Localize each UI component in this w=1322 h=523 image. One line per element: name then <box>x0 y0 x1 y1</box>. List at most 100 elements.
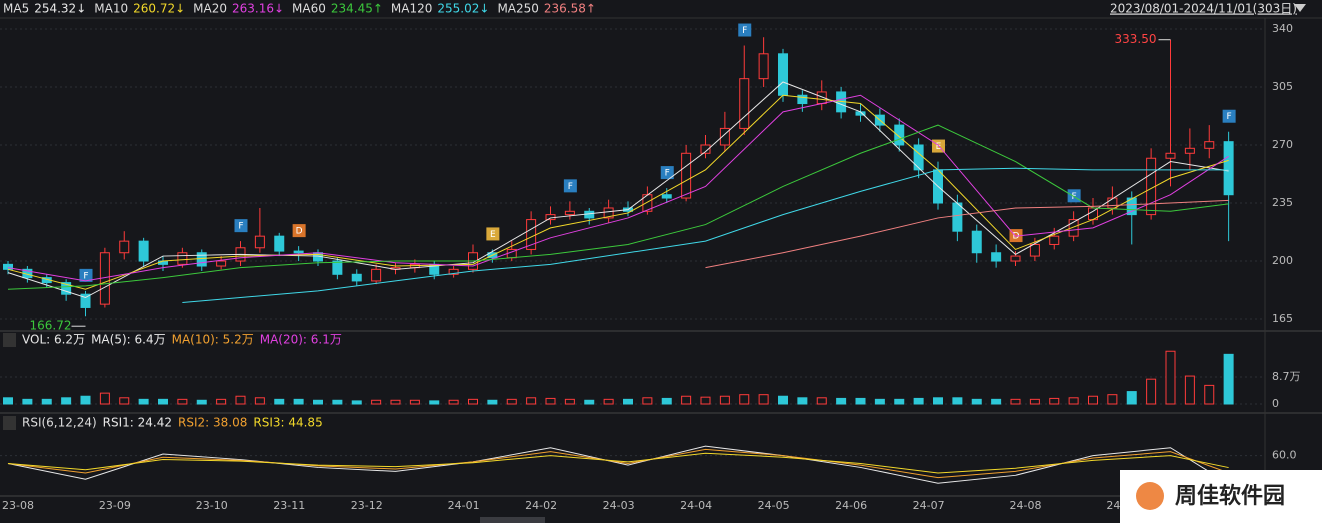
legend-name: MA250 <box>497 2 538 16</box>
candle-body <box>216 260 227 267</box>
candle-body <box>177 252 188 265</box>
candle-body <box>1068 219 1079 237</box>
volume-bar <box>313 399 323 405</box>
volume-bar <box>1184 375 1195 405</box>
volume-bar <box>758 394 769 405</box>
volume-bar <box>681 395 692 405</box>
volume-bar <box>293 398 304 405</box>
signal-label: D <box>296 227 303 237</box>
candle-body <box>700 144 711 154</box>
volume-bar <box>584 399 595 405</box>
candle-body <box>758 53 769 80</box>
signal-label: F <box>665 169 670 179</box>
x-tick-label: 24-05 <box>758 499 790 512</box>
y-tick-label: 165 <box>1272 312 1293 325</box>
volume-bar <box>61 397 72 405</box>
line <box>7 124 1229 290</box>
volume-bar <box>41 398 52 405</box>
volume-bar <box>719 395 730 405</box>
volume-bar <box>99 392 110 405</box>
volume-bar <box>429 400 440 405</box>
x-tick-label: 23-11 <box>273 499 305 512</box>
volume-bar <box>1107 394 1118 405</box>
candle-body <box>1165 152 1176 159</box>
volume-bar <box>1223 353 1234 405</box>
help-button[interactable] <box>3 416 16 430</box>
volume-bar <box>564 398 575 405</box>
legend-value: 263.16↓ <box>232 2 284 16</box>
volume-bar <box>952 397 963 405</box>
signal-label: F <box>238 222 243 232</box>
candle-body <box>603 207 614 219</box>
signal-label: F <box>568 182 573 192</box>
x-tick-label: 24-04 <box>680 499 712 512</box>
candle-body <box>1126 197 1137 216</box>
x-tick-label: 23-09 <box>99 499 131 512</box>
volume-bar <box>894 398 905 405</box>
legend-value: 254.32↓ <box>34 2 86 16</box>
legend-label: VOL: 6.2万 <box>22 333 85 347</box>
volume-bar <box>797 397 808 405</box>
candle-body <box>971 230 982 254</box>
volume-bar <box>545 397 556 405</box>
x-tick-label: 24-06 <box>835 499 867 512</box>
x-tick-label: 24-02 <box>525 499 557 512</box>
legend-value: 260.72↓ <box>133 2 185 16</box>
y-tick-label: 60.0 <box>1272 449 1297 462</box>
legend-name: MA60 <box>292 2 326 16</box>
volume-bar <box>119 397 130 405</box>
dropdown[interactable] <box>1294 4 1306 12</box>
volume-bar <box>836 397 847 405</box>
scrollbar[interactable] <box>480 517 545 523</box>
x-tick-label: 23-12 <box>351 499 383 512</box>
volume-bar <box>448 399 459 405</box>
volume-bar <box>487 399 498 405</box>
legend-name: MA20 <box>193 2 227 16</box>
volume-bar <box>177 398 188 405</box>
volume-bar <box>1049 397 1060 405</box>
signal-badge <box>738 23 752 37</box>
watermark-logo <box>1136 482 1164 510</box>
y-tick-label: 270 <box>1272 138 1293 151</box>
volume-bar <box>409 399 420 405</box>
signal-label: F <box>742 26 747 36</box>
candle-body <box>3 263 13 270</box>
candle-body <box>119 240 130 254</box>
candle-body <box>1010 255 1021 262</box>
volume-bar <box>1165 350 1176 405</box>
volume-bar <box>991 398 1002 405</box>
candle-body <box>274 235 285 252</box>
candle-body <box>564 210 575 216</box>
legend-value: 234.45↑ <box>331 2 383 16</box>
y-tick-label: 8.7万 <box>1272 370 1301 383</box>
candle-body <box>778 53 788 96</box>
volume-bar <box>468 398 478 405</box>
candle-body <box>797 94 808 105</box>
candle-body <box>681 152 692 199</box>
volume-bar <box>1029 398 1040 405</box>
volume-bar <box>1010 398 1021 405</box>
signal-badge <box>660 166 674 180</box>
candle-body <box>894 124 905 146</box>
legend-label: RSI3: 44.85 <box>253 416 322 430</box>
signal-label: F <box>83 271 88 281</box>
volume-bar <box>506 398 517 405</box>
help-button[interactable] <box>3 333 16 347</box>
candle-body <box>991 252 1002 262</box>
volume-bar <box>874 398 885 405</box>
watermark: 周佳软件园 <box>1175 483 1285 509</box>
candle-body <box>254 235 265 249</box>
volume-bar <box>855 397 866 405</box>
candle-body <box>661 194 672 199</box>
legend-label: RSI2: 38.08 <box>178 416 247 430</box>
candle-body <box>448 268 459 275</box>
candle-body <box>1029 243 1040 257</box>
volume-bar <box>1068 397 1079 405</box>
volume-bar <box>196 399 207 405</box>
signal-label: E <box>490 230 496 240</box>
line <box>7 445 1229 485</box>
candle-body <box>952 202 963 232</box>
legend-label: MA(10): 5.2万 <box>172 333 254 347</box>
low-note: 166.72 <box>30 319 72 333</box>
